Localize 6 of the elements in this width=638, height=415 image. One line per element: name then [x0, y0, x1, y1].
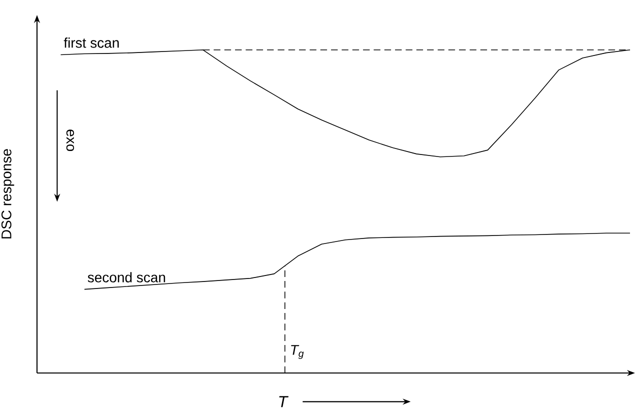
x-axis-title: T — [279, 396, 288, 408]
y-axis-title: DSC response — [1, 149, 14, 238]
annotation: exo — [66, 130, 74, 152]
series-label: first scan — [64, 38, 119, 48]
annotation: T$_{g}$ — [291, 345, 304, 359]
series-label: second scan — [88, 272, 166, 282]
